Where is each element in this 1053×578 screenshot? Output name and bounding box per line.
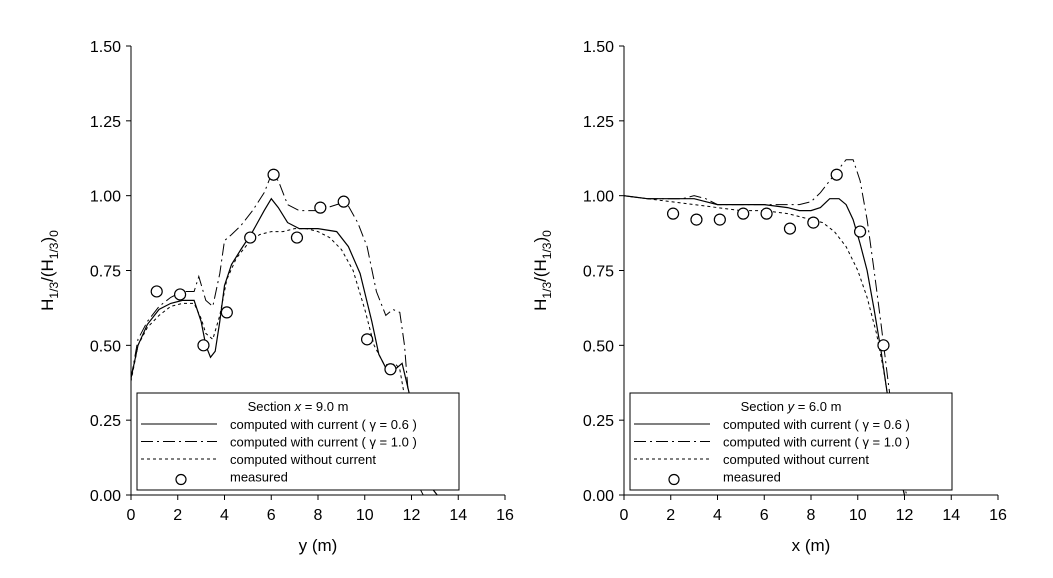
y-axis-label-part: ) bbox=[531, 237, 550, 243]
legend-title-part: Section bbox=[741, 399, 788, 414]
legend-title: Section y = 6.0 m bbox=[741, 399, 842, 414]
x-tick-label: 0 bbox=[620, 507, 629, 524]
x-tick-label: 2 bbox=[666, 507, 675, 524]
measured-point bbox=[314, 201, 327, 214]
y-axis-label-part: H bbox=[531, 299, 550, 311]
legend-title-part: Section bbox=[248, 399, 295, 414]
legend-title: Section x = 9.0 m bbox=[248, 399, 349, 414]
legend-marker bbox=[668, 473, 680, 486]
measured-point bbox=[360, 333, 374, 346]
series-line-dashdot bbox=[131, 173, 424, 495]
measured-point bbox=[690, 213, 703, 226]
x-tick-label: 2 bbox=[173, 507, 182, 524]
x-tick-label: 16 bbox=[989, 507, 1007, 524]
legend-marker bbox=[175, 473, 187, 486]
measured-point bbox=[290, 231, 304, 244]
legend: Section y = 6.0 m computed with current (… bbox=[629, 392, 953, 491]
chart-panel-1: 0 2 4 6 8 10 12 14 16 0.00 0.25 0.50 0.75 1.00 1.25 1.5… bbox=[38, 39, 514, 555]
legend-entry-label: measured bbox=[723, 470, 781, 485]
y-tick-label: 1.25 bbox=[90, 114, 121, 131]
measured-point bbox=[830, 168, 843, 181]
measured-point bbox=[760, 207, 773, 220]
chart-panel-2: 0 2 4 6 8 10 12 14 16 0.00 0.25 0.50 0.75 1.00 1.25 1.5… bbox=[531, 39, 1007, 555]
legend-entry-label: computed without current bbox=[230, 452, 376, 467]
legend-entry-label: computed with current ( γ = 0.6 ) bbox=[723, 417, 910, 432]
legend-title-variable: x bbox=[294, 399, 302, 414]
legend-entry-label: computed with current ( γ = 0.6 ) bbox=[230, 417, 417, 432]
y-tick-label: 0.50 bbox=[90, 338, 121, 355]
legend-entry-label: computed with current ( γ = 1.0 ) bbox=[723, 435, 910, 450]
y-tick-label: 0.50 bbox=[583, 338, 614, 355]
x-tick-label: 6 bbox=[267, 507, 276, 524]
y-tick-label: 0.75 bbox=[583, 264, 614, 281]
series-line-solid bbox=[131, 197, 438, 495]
y-axis-label: H1/3/(H1/3)0 bbox=[531, 230, 554, 311]
x-tick-label: 12 bbox=[403, 507, 421, 524]
y-axis-label-subscript: 0 bbox=[540, 230, 554, 237]
x-tick-label: 12 bbox=[896, 507, 914, 524]
y-axis-label-part: /(H bbox=[38, 259, 57, 282]
y-axis-label: H1/3/(H1/3)0 bbox=[38, 230, 61, 311]
measured-point bbox=[173, 288, 187, 301]
y-tick-label: 1.50 bbox=[583, 39, 614, 56]
legend-title-variable: y bbox=[787, 399, 796, 414]
y-axis-label-subscript: 1/3 bbox=[47, 282, 61, 299]
x-tick-label: 14 bbox=[449, 507, 467, 524]
y-tick-label: 1.00 bbox=[90, 189, 121, 206]
measured-point bbox=[267, 168, 280, 181]
x-axis-label: x (m) bbox=[792, 536, 831, 555]
measured-point bbox=[666, 207, 680, 220]
legend-entry-label: computed with current ( γ = 1.0 ) bbox=[230, 435, 417, 450]
measured-point bbox=[713, 213, 726, 226]
y-axis-label-subscript: 0 bbox=[47, 230, 61, 237]
legend-title-part: = 9.0 m bbox=[301, 399, 348, 414]
y-axis-label-subscript: 1/3 bbox=[540, 282, 554, 299]
y-tick-label: 0.75 bbox=[90, 264, 121, 281]
x-tick-label: 16 bbox=[496, 507, 514, 524]
measured-point bbox=[384, 363, 397, 376]
y-tick-label: 1.00 bbox=[583, 189, 614, 206]
measured-point bbox=[244, 231, 257, 244]
y-axis-label-part: /(H bbox=[531, 259, 550, 282]
measured-point bbox=[337, 195, 350, 208]
x-tick-label: 4 bbox=[220, 507, 229, 524]
x-tick-label: 4 bbox=[713, 507, 722, 524]
legend-title-part: = 6.0 m bbox=[794, 399, 841, 414]
x-axis-label: y (m) bbox=[299, 536, 338, 555]
measured-point bbox=[150, 285, 163, 298]
y-tick-label: 0.00 bbox=[90, 488, 121, 505]
legend: Section x = 9.0 m computed with current (… bbox=[136, 392, 460, 491]
legend-entry-label: measured bbox=[230, 470, 288, 485]
series-line-dotted bbox=[624, 195, 905, 495]
y-tick-label: 1.50 bbox=[90, 39, 121, 56]
measured-point bbox=[197, 339, 210, 352]
y-axis-label-subscript: 1/3 bbox=[540, 242, 554, 259]
x-tick-label: 6 bbox=[760, 507, 769, 524]
x-tick-label: 10 bbox=[356, 507, 374, 524]
legend-entry-label: computed without current bbox=[723, 452, 869, 467]
measured-point bbox=[877, 339, 890, 352]
measured-point bbox=[783, 222, 797, 235]
series-group bbox=[624, 159, 908, 495]
x-tick-label: 14 bbox=[942, 507, 960, 524]
x-tick-label: 8 bbox=[314, 507, 323, 524]
measured-point bbox=[807, 216, 820, 229]
x-tick-label: 10 bbox=[849, 507, 867, 524]
y-tick-label: 1.25 bbox=[583, 114, 614, 131]
series-line-dashdot bbox=[624, 159, 908, 495]
series-line-solid bbox=[624, 195, 906, 495]
y-axis-label-subscript: 1/3 bbox=[47, 242, 61, 259]
y-tick-label: 0.25 bbox=[90, 413, 121, 430]
x-tick-label: 0 bbox=[127, 507, 136, 524]
x-tick-label: 8 bbox=[807, 507, 816, 524]
measured-point bbox=[853, 225, 867, 238]
y-axis-label-part: ) bbox=[38, 237, 57, 243]
measured-point bbox=[220, 306, 233, 319]
y-axis-label-part: H bbox=[38, 299, 57, 311]
y-tick-label: 0.25 bbox=[583, 413, 614, 430]
measured-point bbox=[737, 207, 750, 220]
y-tick-label: 0.00 bbox=[583, 488, 614, 505]
